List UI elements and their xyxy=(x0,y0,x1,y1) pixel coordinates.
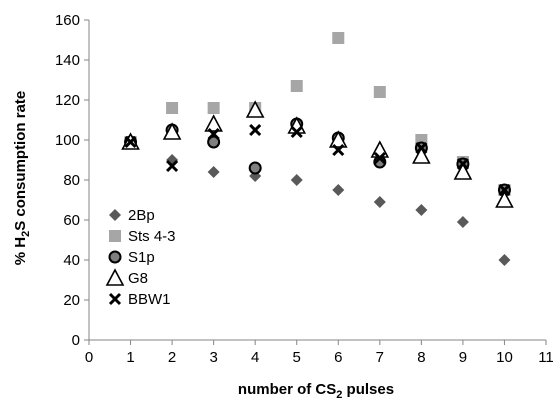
data-point xyxy=(207,102,220,114)
x-tick-label: 5 xyxy=(293,349,301,366)
series-sts-4-3 xyxy=(124,32,511,196)
data-point xyxy=(415,204,428,216)
legend-item: BBW1 xyxy=(108,291,171,308)
legend-marker xyxy=(108,292,122,306)
data-point xyxy=(332,32,345,44)
data-point xyxy=(456,157,469,171)
data-point xyxy=(456,216,469,228)
y-tick-label: 0 xyxy=(72,332,80,349)
series-g8 xyxy=(121,100,514,208)
data-point xyxy=(498,254,511,266)
legend-marker xyxy=(108,250,122,264)
x-tick-label: 3 xyxy=(209,349,217,366)
data-point xyxy=(290,125,303,139)
x-tick-label: 6 xyxy=(334,349,342,366)
x-tick-label: 1 xyxy=(126,349,134,366)
data-point xyxy=(290,80,303,92)
x-tick-label: 8 xyxy=(417,349,425,366)
series-2bp xyxy=(124,136,511,266)
legend-item: 2Bp xyxy=(109,207,155,224)
legend-item: Sts 4-3 xyxy=(109,228,176,245)
legend-label: Sts 4-3 xyxy=(128,228,176,245)
series-s1p xyxy=(124,117,511,197)
x-tick-label: 9 xyxy=(459,349,467,366)
legend: 2Bp Sts 4-3 S1p G8 BBW1 xyxy=(105,207,176,308)
x-tick-label: 11 xyxy=(538,349,554,366)
y-tick-label: 20 xyxy=(63,292,80,309)
x-tick-label: 2 xyxy=(168,349,176,366)
data-point xyxy=(124,135,137,149)
series-bbw1 xyxy=(124,123,511,197)
y-axis-ticks: 0 20 40 60 80 100 120 140 160 xyxy=(55,12,89,349)
data-point xyxy=(248,161,262,175)
y-tick-label: 60 xyxy=(63,212,80,229)
data-marks xyxy=(121,32,514,266)
data-point xyxy=(495,190,514,208)
y-tick-label: 100 xyxy=(55,132,80,149)
x-tick-label: 10 xyxy=(496,349,513,366)
data-point xyxy=(498,183,511,197)
legend-label: S1p xyxy=(128,249,155,266)
data-point xyxy=(207,127,220,141)
x-axis-title: number of CS2 pulses xyxy=(238,381,394,401)
legend-label: BBW1 xyxy=(128,291,171,308)
data-point xyxy=(249,123,262,137)
data-point xyxy=(290,174,303,186)
y-axis-title: % H2S consumption rate xyxy=(12,91,32,266)
legend-item: S1p xyxy=(108,249,155,266)
x-axis-ticks: 0 1 2 3 4 5 6 7 8 9 10 11 xyxy=(85,340,554,366)
legend-marker xyxy=(105,268,125,286)
data-point xyxy=(166,102,179,114)
legend-marker xyxy=(109,230,121,242)
y-tick-label: 160 xyxy=(55,12,80,29)
x-tick-label: 7 xyxy=(376,349,384,366)
data-point xyxy=(332,143,345,157)
data-point xyxy=(370,140,390,158)
x-tick-label: 4 xyxy=(251,349,259,366)
legend-label: G8 xyxy=(128,270,148,287)
data-point xyxy=(162,122,182,140)
data-point xyxy=(412,146,431,164)
legend-item: G8 xyxy=(105,268,148,287)
data-point xyxy=(328,130,348,148)
data-point xyxy=(415,141,428,155)
legend-label: 2Bp xyxy=(128,207,155,224)
y-tick-label: 40 xyxy=(63,252,80,269)
data-point xyxy=(204,114,223,132)
data-point xyxy=(373,151,386,165)
y-tick-label: 80 xyxy=(63,172,80,189)
data-point xyxy=(453,162,473,180)
y-tick-label: 120 xyxy=(55,92,80,109)
y-tick-label: 140 xyxy=(55,52,80,69)
x-tick-label: 0 xyxy=(85,349,93,366)
legend-marker xyxy=(109,209,121,221)
data-point xyxy=(245,100,265,118)
data-point xyxy=(373,196,386,208)
data-point xyxy=(373,86,386,98)
data-point xyxy=(207,135,221,149)
data-point xyxy=(332,184,345,196)
data-point xyxy=(166,159,179,173)
data-point xyxy=(207,166,220,178)
